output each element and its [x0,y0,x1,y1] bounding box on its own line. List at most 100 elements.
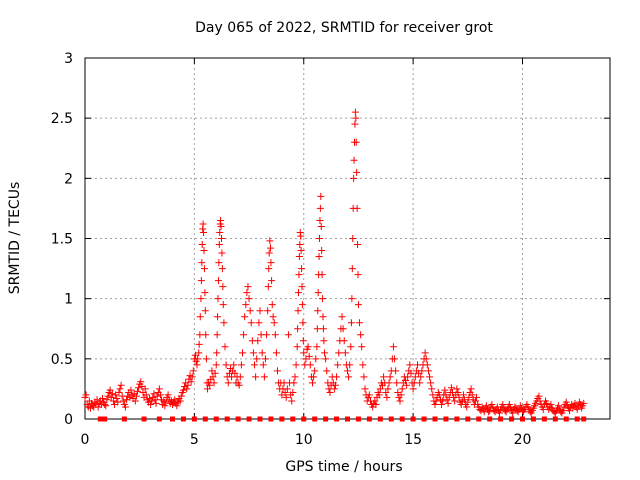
data-point-plus [353,204,361,212]
data-point-plus [341,349,349,357]
data-point-square [312,416,318,422]
data-point-plus [426,373,434,381]
data-point-plus [396,397,404,405]
data-point-plus [573,405,581,413]
data-point-plus [294,325,302,333]
data-point-square [170,416,175,422]
data-point-plus [382,389,390,397]
data-point-plus [142,391,150,399]
data-point-plus [211,369,219,377]
data-point-plus [214,295,222,303]
data-point-plus [319,295,327,303]
data-point-plus [463,403,471,411]
data-point-plus [224,379,232,387]
data-point-plus [384,385,392,393]
data-point-plus [317,222,325,230]
x-tick-label: 20 [514,432,532,448]
data-point-plus [350,174,358,182]
data-point-plus [152,399,160,407]
y-tick-label: 2.5 [51,111,73,127]
data-point-plus [200,247,208,255]
data-point-plus [392,367,400,375]
data-point-square [121,416,127,422]
data-point-plus [352,114,360,122]
data-point-plus [467,385,475,393]
data-point-plus [555,402,563,410]
data-point-square [235,416,241,422]
data-point-plus [246,307,254,315]
data-point-plus [314,307,322,315]
data-point-plus [401,376,409,384]
data-point-plus [376,385,384,393]
data-point-square [498,416,504,422]
data-point-plus [319,325,327,333]
data-point-plus [313,343,321,351]
data-point-plus [202,331,210,339]
data-point-square [399,416,405,422]
data-point-plus [249,349,257,357]
data-point-plus [261,355,269,363]
data-point-plus [393,379,401,387]
data-point-plus [295,289,302,297]
data-point-plus [215,259,223,267]
data-point-plus [318,271,326,279]
data-point-plus [315,253,323,261]
x-axis-label: GPS time / hours [285,459,402,475]
data-point-plus [173,402,181,410]
data-point-plus [218,265,226,273]
data-points [81,108,588,422]
data-point-plus [268,277,276,285]
data-point-plus [418,367,426,375]
data-point-plus [216,228,224,236]
data-point-plus [177,392,185,400]
data-point-plus [263,331,271,339]
data-point-plus [179,386,187,394]
data-point-plus [365,391,373,399]
data-point-square [520,416,525,422]
data-point-plus [354,271,362,279]
data-point-square [213,416,219,422]
data-point-plus [113,395,121,403]
data-point-square [574,416,580,422]
data-point-plus [148,397,156,405]
data-point-plus [357,331,365,339]
data-point-plus [115,389,123,397]
data-point-plus [254,337,262,345]
data-point-plus [331,381,339,389]
data-point-plus [300,349,308,357]
data-point-plus [344,367,351,375]
data-point-plus [284,331,292,339]
data-point-plus [219,283,227,291]
data-point-square [180,416,186,422]
data-point-plus [297,232,305,240]
data-point-plus [421,349,429,357]
data-point-plus [431,401,439,409]
data-point-plus [427,379,435,387]
data-point-plus [222,361,230,369]
data-point-square [279,416,285,422]
data-point-plus [383,393,391,401]
data-point-plus [298,283,306,291]
data-point-square [268,416,274,422]
x-tick-label: 10 [295,432,313,448]
x-tick-label: 0 [81,432,90,448]
data-point-plus [200,228,208,236]
data-point-plus [197,295,205,303]
data-point-plus [397,391,405,399]
data-point-plus [312,355,320,363]
data-point-square [323,416,329,422]
data-point-plus [201,307,209,315]
data-point-plus [360,373,368,381]
data-point-square [301,416,307,422]
data-point-plus [547,401,555,409]
data-point-plus [259,361,267,369]
data-point-plus [103,396,111,404]
data-point-plus [323,367,331,375]
data-point-plus [204,385,211,393]
data-point-plus [297,247,305,255]
data-point-plus [220,319,228,327]
data-point-plus [236,373,244,381]
data-point-plus [291,373,299,381]
data-point-plus [184,381,192,389]
data-point-plus [213,349,221,357]
